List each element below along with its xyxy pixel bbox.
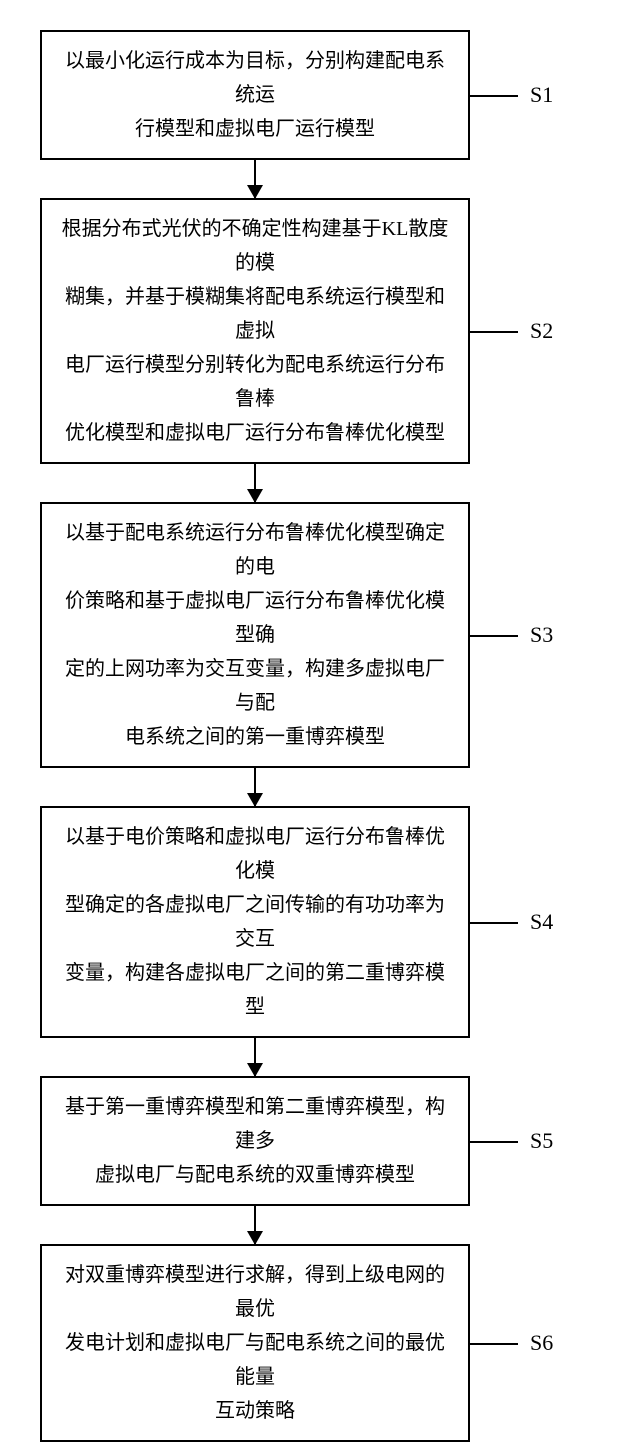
flow-box-3: 以基于配电系统运行分布鲁棒优化模型确定的电价策略和基于虚拟电厂运行分布鲁棒优化模… [40,502,470,768]
flow-box-text-line: 定的上网功率为交互变量，构建多虚拟电厂与配 [60,652,450,720]
label-connector-line [470,635,518,637]
flow-step-6: 对双重博弈模型进行求解，得到上级电网的最优发电计划和虚拟电厂与配电系统之间的最优… [40,1244,584,1442]
flow-box-text-line: 电系统之间的第一重博弈模型 [60,720,450,754]
step-label-s4: S4 [530,909,553,935]
flow-box-6: 对双重博弈模型进行求解，得到上级电网的最优发电计划和虚拟电厂与配电系统之间的最优… [40,1244,470,1442]
flow-box-text-line: 以最小化运行成本为目标，分别构建配电系统运 [60,44,450,112]
flow-box-text-line: 基于第一重博弈模型和第二重博弈模型，构建多 [60,1090,450,1158]
flow-box-text-line: 优化模型和虚拟电厂运行分布鲁棒优化模型 [60,416,450,450]
flow-box-text-line: 发电计划和虚拟电厂与配电系统之间的最优能量 [60,1326,450,1394]
flow-box-text-line: 以基于电价策略和虚拟电厂运行分布鲁棒优化模 [60,820,450,888]
arrow-down-icon [254,160,256,198]
arrow-down-icon [254,768,256,806]
flow-step-1: 以最小化运行成本为目标，分别构建配电系统运行模型和虚拟电厂运行模型 S1 [40,30,584,160]
step-label-s1: S1 [530,82,553,108]
arrow-down-icon [254,1038,256,1076]
flow-box-5: 基于第一重博弈模型和第二重博弈模型，构建多虚拟电厂与配电系统的双重博弈模型 [40,1076,470,1206]
flow-box-text-line: 型确定的各虚拟电厂之间传输的有功功率为交互 [60,888,450,956]
step-label-s3: S3 [530,622,553,648]
flow-box-text-line: 以基于配电系统运行分布鲁棒优化模型确定的电 [60,516,450,584]
flow-box-text-line: 根据分布式光伏的不确定性构建基于KL散度的模 [60,212,450,280]
flow-box-text-line: 虚拟电厂与配电系统的双重博弈模型 [60,1158,450,1192]
flow-box-text-line: 糊集，并基于模糊集将配电系统运行模型和虚拟 [60,280,450,348]
step-label-s6: S6 [530,1330,553,1356]
flow-box-text-line: 变量，构建各虚拟电厂之间的第二重博弈模型 [60,956,450,1024]
flow-box-1: 以最小化运行成本为目标，分别构建配电系统运行模型和虚拟电厂运行模型 [40,30,470,160]
flow-step-2: 根据分布式光伏的不确定性构建基于KL散度的模糊集，并基于模糊集将配电系统运行模型… [40,198,584,464]
flow-box-text-line: 互动策略 [60,1394,450,1428]
label-connector-line [470,331,518,333]
arrow-down-icon [254,1206,256,1244]
flowchart-container: 以最小化运行成本为目标，分别构建配电系统运行模型和虚拟电厂运行模型 S1 根据分布式… [40,30,584,1442]
flow-box-text-line: 行模型和虚拟电厂运行模型 [60,112,450,146]
flow-box-text-line: 对双重博弈模型进行求解，得到上级电网的最优 [60,1258,450,1326]
arrow-down-icon [254,464,256,502]
label-connector-line [470,95,518,97]
step-label-s5: S5 [530,1128,553,1154]
label-connector-line [470,1141,518,1143]
flow-box-text-line: 价策略和基于虚拟电厂运行分布鲁棒优化模型确 [60,584,450,652]
flow-box-text-line: 电厂运行模型分别转化为配电系统运行分布鲁棒 [60,348,450,416]
flow-step-3: 以基于配电系统运行分布鲁棒优化模型确定的电价策略和基于虚拟电厂运行分布鲁棒优化模… [40,502,584,768]
label-connector-line [470,1343,518,1345]
step-label-s2: S2 [530,318,553,344]
flow-step-4: 以基于电价策略和虚拟电厂运行分布鲁棒优化模型确定的各虚拟电厂之间传输的有功功率为… [40,806,584,1038]
flow-step-5: 基于第一重博弈模型和第二重博弈模型，构建多虚拟电厂与配电系统的双重博弈模型 S5 [40,1076,584,1206]
flow-box-4: 以基于电价策略和虚拟电厂运行分布鲁棒优化模型确定的各虚拟电厂之间传输的有功功率为… [40,806,470,1038]
label-connector-line [470,922,518,924]
flow-box-2: 根据分布式光伏的不确定性构建基于KL散度的模糊集，并基于模糊集将配电系统运行模型… [40,198,470,464]
